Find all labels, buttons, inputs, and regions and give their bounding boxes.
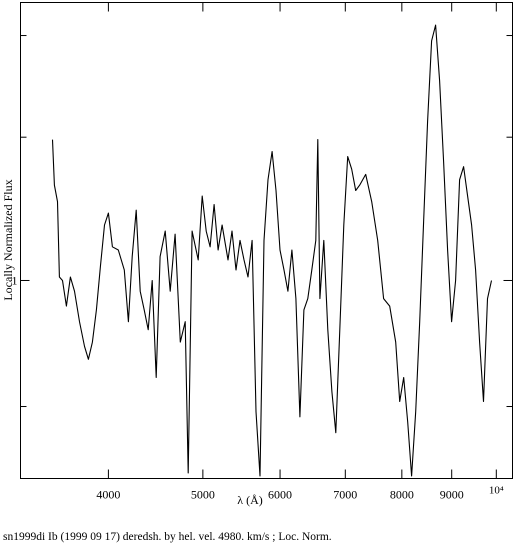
x-tick-label: 6000 xyxy=(268,488,292,502)
plot-frame xyxy=(20,2,513,479)
y-axis-label: Locally Normalized Flux xyxy=(1,179,15,300)
x-tick-label: 10⁴ xyxy=(489,485,504,497)
caption: sn1999di Ib (1999 09 17) deredsh. by hel… xyxy=(3,531,332,543)
x-tick-label: 9000 xyxy=(440,488,464,502)
x-tick-label: 8000 xyxy=(390,488,414,502)
y-tick-label: 1 xyxy=(12,273,18,287)
x-tick-label: 4000 xyxy=(96,488,120,502)
x-tick-label: 5000 xyxy=(191,488,215,502)
x-axis-label: λ (Å) xyxy=(237,493,262,507)
x-tick-label: 7000 xyxy=(333,488,357,502)
spectrum-line xyxy=(51,24,493,477)
